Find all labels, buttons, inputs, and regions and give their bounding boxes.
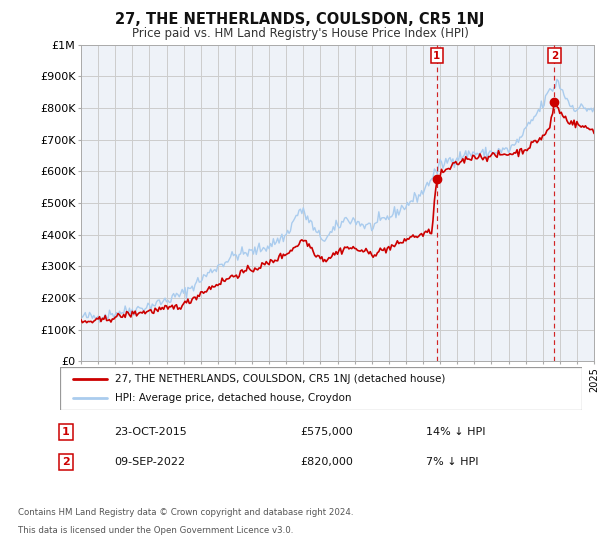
Text: 7% ↓ HPI: 7% ↓ HPI (426, 457, 479, 467)
Text: 14% ↓ HPI: 14% ↓ HPI (426, 427, 485, 437)
Text: 27, THE NETHERLANDS, COULSDON, CR5 1NJ: 27, THE NETHERLANDS, COULSDON, CR5 1NJ (115, 12, 485, 27)
Text: 27, THE NETHERLANDS, COULSDON, CR5 1NJ (detached house): 27, THE NETHERLANDS, COULSDON, CR5 1NJ (… (115, 374, 445, 384)
Text: 2: 2 (62, 457, 70, 467)
Text: Contains HM Land Registry data © Crown copyright and database right 2024.: Contains HM Land Registry data © Crown c… (18, 508, 353, 517)
Text: 1: 1 (433, 51, 440, 61)
Text: 09-SEP-2022: 09-SEP-2022 (114, 457, 185, 467)
Text: 2: 2 (551, 51, 558, 61)
Text: 1: 1 (62, 427, 70, 437)
FancyBboxPatch shape (60, 367, 582, 410)
Text: £575,000: £575,000 (300, 427, 353, 437)
Text: Price paid vs. HM Land Registry's House Price Index (HPI): Price paid vs. HM Land Registry's House … (131, 27, 469, 40)
Text: £820,000: £820,000 (300, 457, 353, 467)
Text: This data is licensed under the Open Government Licence v3.0.: This data is licensed under the Open Gov… (18, 526, 293, 535)
Text: HPI: Average price, detached house, Croydon: HPI: Average price, detached house, Croy… (115, 393, 352, 403)
Text: 23-OCT-2015: 23-OCT-2015 (114, 427, 187, 437)
